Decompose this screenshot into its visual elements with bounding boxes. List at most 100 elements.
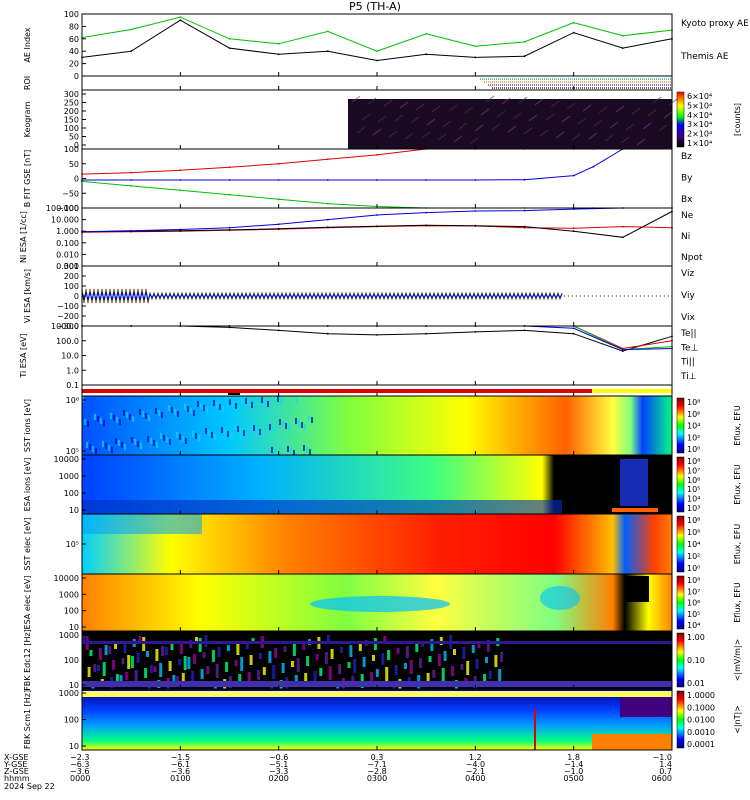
sst-ion-noise — [290, 448, 292, 454]
temp-point — [425, 332, 428, 335]
sst-ion-noise — [306, 447, 308, 453]
density-ytick-label: 100.000 — [46, 204, 79, 213]
velocity-ytick-label: −100 — [57, 302, 79, 311]
esa_elec-colorbar-tick: 10⁶ — [687, 599, 700, 608]
bfield-legend-0: Bz — [681, 152, 692, 162]
temp-point — [376, 334, 378, 336]
fbk-e-streak — [125, 672, 129, 680]
fbk-e-streak — [466, 661, 470, 675]
sst_elec-colorbar — [676, 515, 685, 573]
density-ytick-label: 10.000 — [51, 216, 79, 225]
fbk-e-streak — [315, 654, 319, 660]
sst-ion-noise — [118, 440, 120, 446]
density-point — [376, 214, 378, 216]
density-point — [228, 226, 231, 229]
sst-ion-noise — [261, 397, 263, 403]
xaxis-ygse: 1.4 — [659, 760, 672, 769]
temp-series-3 — [82, 325, 673, 351]
temp-point — [621, 350, 624, 352]
sst_ion-colorbar-tick: 10⁶ — [687, 410, 700, 419]
xaxis-hhmm: 0500 — [563, 774, 583, 783]
fbk-e-streak — [211, 650, 215, 662]
sst-ion-noise — [197, 401, 199, 407]
sst-ion-noise — [139, 409, 141, 415]
fbk-e-streak — [394, 665, 398, 675]
fbk-e-streak — [272, 665, 276, 679]
bfield-point — [376, 154, 378, 156]
sst-ion-noise — [298, 420, 300, 426]
keogram-ytick-label: 150 — [64, 116, 79, 125]
esa-elec-feature — [540, 586, 580, 610]
esa_ion-ylabel: ESA ions [eV] — [23, 458, 32, 512]
sst-ion-noise — [131, 437, 133, 443]
sst-ion-noise — [277, 396, 279, 402]
keogram-streak — [534, 98, 544, 106]
sst-ion-noise — [203, 405, 205, 411]
temp-legend-2: Ti|| — [680, 358, 695, 368]
bfield-point — [326, 158, 329, 161]
keogram-streak — [658, 124, 668, 132]
fbk-e-streak — [304, 673, 308, 687]
esa_elec-colorbar-tick: 10⁴ — [687, 621, 700, 630]
keogram-streak — [394, 114, 404, 122]
bfield-point — [277, 162, 280, 165]
ae-point — [474, 56, 477, 59]
sst-ion-noise — [229, 399, 231, 405]
fbk-e-streak — [138, 636, 142, 642]
sst-ion-noise — [280, 398, 282, 404]
sst-ion-noise — [195, 433, 197, 439]
sst-ion-noise — [282, 421, 284, 427]
sst-ion-noise — [87, 421, 89, 427]
esa_elec-colorbar — [676, 575, 685, 630]
mode-bar-slow — [82, 389, 592, 393]
keogram-streak — [496, 110, 506, 118]
keogram-streak — [615, 105, 625, 113]
keogram-streak — [501, 97, 511, 105]
sst-ion-noise — [213, 400, 215, 406]
fbk-e-streak — [385, 667, 389, 681]
sst_ion-colorbar-tick: 10⁴ — [687, 422, 700, 431]
keogram-streak — [631, 107, 641, 115]
xaxis-zgse: −3.6 — [171, 767, 190, 776]
fbk_b-ytick-label: 10 — [69, 742, 79, 751]
keogram-streak — [367, 97, 377, 105]
sst-ion-noise — [158, 410, 160, 416]
velocity-legend-1: Viy — [681, 291, 695, 301]
sst-ion-noise — [132, 416, 134, 422]
fbk-e-streak — [372, 655, 375, 661]
fbk_e-colorbar — [676, 632, 685, 688]
temp-point — [572, 332, 575, 335]
temp-point — [277, 329, 280, 332]
fbk-e-streak — [362, 657, 366, 667]
ae-ytick-label: 40 — [69, 47, 79, 56]
fbk-e-streak — [147, 682, 151, 694]
fbk-e-streak — [306, 656, 310, 666]
sst_ion-ytick-label: 10⁶ — [66, 396, 79, 405]
fbk-e-streak — [340, 647, 343, 653]
fbk-e-streak — [89, 650, 93, 656]
keogram-streak — [625, 123, 635, 131]
bfield-point — [572, 174, 575, 177]
keogram-streak — [598, 106, 608, 114]
temp-point — [326, 332, 329, 335]
keogram-streak — [550, 100, 560, 108]
xaxis-xgse: 1.2 — [469, 753, 482, 762]
ae-point — [474, 45, 477, 48]
roi-ylabel: ROI — [23, 76, 32, 90]
sst-ion-noise — [156, 442, 158, 448]
bfield-point — [228, 166, 231, 169]
keogram-streak — [652, 96, 662, 104]
sst-ion-noise — [208, 430, 210, 436]
sst_ion-colorbar — [676, 397, 685, 454]
fbk-e-streak — [483, 674, 487, 684]
fbk-e-streak — [198, 638, 202, 652]
sst-ion-noise — [206, 407, 208, 413]
fbk-e-streak — [292, 644, 296, 656]
keogram-streak — [404, 132, 414, 140]
sst-ion-noise — [190, 408, 192, 414]
bfield-point — [130, 171, 133, 174]
temp-ylabel: Ti ESA [eV] — [19, 333, 28, 378]
fbk-e-streak — [281, 663, 285, 673]
keogram-streak — [410, 116, 420, 124]
fbk-e-streak — [227, 645, 230, 651]
